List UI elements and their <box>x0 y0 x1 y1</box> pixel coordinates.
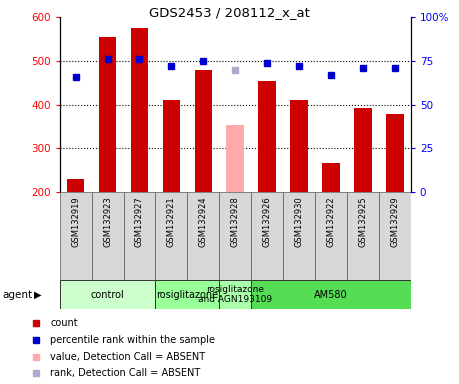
Text: rosiglitazone: rosiglitazone <box>157 290 218 300</box>
Bar <box>386 114 403 192</box>
Bar <box>322 163 340 192</box>
Text: agent: agent <box>2 290 33 300</box>
Text: value, Detection Call = ABSENT: value, Detection Call = ABSENT <box>50 352 206 362</box>
Text: GSM132929: GSM132929 <box>390 197 399 247</box>
Bar <box>162 100 180 192</box>
Bar <box>156 280 219 309</box>
Text: GSM132921: GSM132921 <box>167 197 176 247</box>
Bar <box>379 192 411 280</box>
Bar <box>156 192 187 280</box>
Text: GSM132927: GSM132927 <box>135 197 144 247</box>
Text: count: count <box>50 318 78 328</box>
Bar <box>60 192 92 280</box>
Bar <box>123 192 156 280</box>
Bar <box>219 192 251 280</box>
Bar <box>290 100 308 192</box>
Bar <box>60 280 156 309</box>
Bar <box>226 125 244 192</box>
Bar <box>92 192 123 280</box>
Text: GDS2453 / 208112_x_at: GDS2453 / 208112_x_at <box>149 6 310 19</box>
Bar <box>67 179 84 192</box>
Text: ▶: ▶ <box>34 290 42 300</box>
Text: percentile rank within the sample: percentile rank within the sample <box>50 335 215 345</box>
Text: rosiglitazone
and AGN193109: rosiglitazone and AGN193109 <box>198 285 272 305</box>
Bar <box>315 192 347 280</box>
Text: rank, Detection Call = ABSENT: rank, Detection Call = ABSENT <box>50 368 201 378</box>
Text: GSM132924: GSM132924 <box>199 197 208 247</box>
Bar <box>195 70 212 192</box>
Bar <box>347 192 379 280</box>
Bar <box>354 108 372 192</box>
Bar <box>258 81 276 192</box>
Bar <box>99 37 116 192</box>
Text: GSM132922: GSM132922 <box>326 197 336 247</box>
Text: GSM132923: GSM132923 <box>103 197 112 247</box>
Bar <box>251 192 283 280</box>
Bar <box>283 192 315 280</box>
Text: AM580: AM580 <box>314 290 348 300</box>
Bar <box>187 192 219 280</box>
Bar <box>251 280 411 309</box>
Bar <box>131 28 148 192</box>
Bar <box>219 280 251 309</box>
Text: control: control <box>91 290 124 300</box>
Text: GSM132928: GSM132928 <box>231 197 240 247</box>
Text: GSM132926: GSM132926 <box>263 197 272 247</box>
Text: GSM132925: GSM132925 <box>358 197 367 247</box>
Text: GSM132930: GSM132930 <box>295 197 303 247</box>
Text: GSM132919: GSM132919 <box>71 197 80 247</box>
